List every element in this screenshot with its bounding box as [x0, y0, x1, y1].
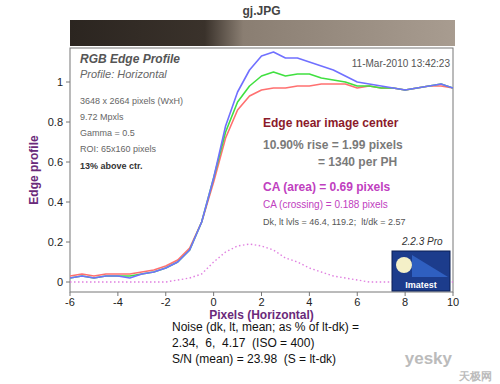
- annotation: yesky: [405, 349, 453, 368]
- annotation: Noise (dk, lt, mean; as % of lt-dk) =: [172, 320, 359, 334]
- annotation: CA (area) = 0.69 pixels: [263, 180, 391, 194]
- x-tick-label: 0: [211, 296, 217, 308]
- annotation: RGB Edge Profile: [80, 52, 180, 66]
- y-tick-label: 0.2: [48, 236, 63, 248]
- x-tick-label: -6: [65, 296, 75, 308]
- annotation: 2.34, 6, 4.17 (ISO = 400): [172, 336, 314, 350]
- logo-shape: [412, 255, 448, 277]
- series-line: [70, 72, 453, 278]
- series-line: [70, 52, 453, 278]
- x-tick-label: -4: [113, 296, 123, 308]
- annotation: = 1340 per PH: [318, 155, 397, 169]
- annotation: CA (crossing) = 0.188 pixels: [263, 199, 388, 210]
- y-tick: [66, 242, 70, 243]
- y-tick-label: 0.4: [48, 196, 63, 208]
- y-tick: [66, 82, 70, 83]
- x-tick-label: 8: [402, 296, 408, 308]
- annotation: 3648 x 2664 pixels (WxH): [80, 96, 183, 106]
- series-line: [70, 84, 453, 276]
- annotation: 天极网: [458, 370, 492, 382]
- y-tick: [66, 282, 70, 283]
- title: gj.JPG: [242, 4, 280, 18]
- y-tick-label: 1: [57, 76, 63, 88]
- annotation: 13% above ctr.: [80, 161, 143, 171]
- y-tick-label: 0: [57, 276, 63, 288]
- y-axis-label: Edge profile: [27, 135, 41, 205]
- x-tick-label: 4: [306, 296, 312, 308]
- annotation: 2.2.3 Pro: [401, 236, 443, 247]
- series-group: [70, 52, 453, 282]
- annotation: 10.90% rise = 1.99 pixels: [263, 138, 403, 152]
- y-tick-label: 0.8: [48, 116, 63, 128]
- annotation: Gamma = 0.5: [80, 128, 135, 138]
- plot-frame: [70, 48, 453, 292]
- annotation: Dk, lt lvls = 46.4, 119.2; lt/dk = 2.57: [263, 217, 405, 227]
- annotation: Profile: Horizontal: [80, 68, 167, 80]
- y-tick: [66, 162, 70, 163]
- chart: gj.JPG00.20.40.60.81-6-4-20246810Pixels …: [0, 0, 500, 384]
- annotation: 11-Mar-2010 13:42:23: [352, 58, 451, 69]
- y-tick: [66, 202, 70, 203]
- logo: [392, 251, 450, 291]
- x-tick-label: 10: [447, 296, 459, 308]
- annotation: ROI: 65x160 pixels: [80, 144, 157, 154]
- edge-image: [70, 20, 455, 46]
- x-tick-label: 6: [354, 296, 360, 308]
- x-tick-label: 2: [258, 296, 264, 308]
- annotation: 9.72 Mpxls: [80, 112, 124, 122]
- annotation: S/N (mean) = 23.98 (S = lt-dk): [172, 352, 336, 366]
- x-tick-label: -2: [161, 296, 171, 308]
- y-tick-label: 0.6: [48, 156, 63, 168]
- logo-icon: [396, 257, 412, 273]
- annotation: Edge near image center: [263, 116, 399, 130]
- y-tick: [66, 122, 70, 123]
- annotation: Imatest: [405, 280, 437, 290]
